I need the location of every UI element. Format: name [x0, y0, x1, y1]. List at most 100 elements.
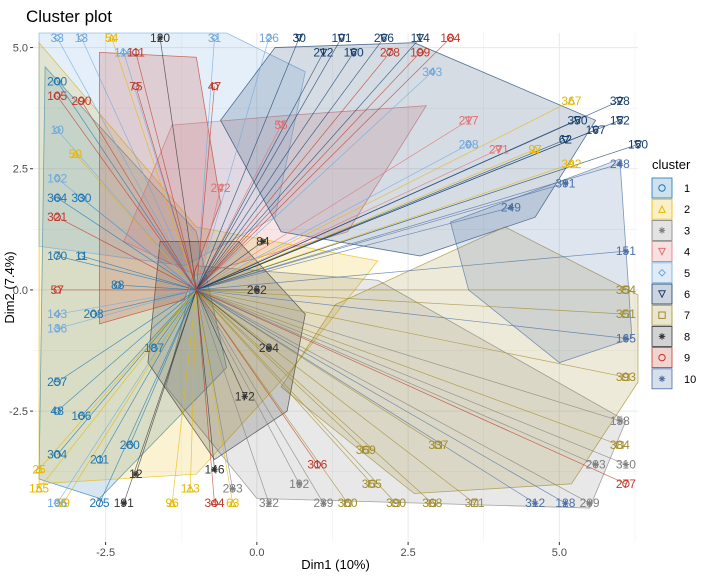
spoke-line — [196, 149, 536, 291]
point-label: 248 — [610, 157, 630, 171]
spoke-line — [196, 37, 385, 291]
point-label: 330 — [71, 191, 91, 205]
legend-key-5 — [651, 262, 673, 284]
point-marker — [241, 393, 248, 400]
spoke-line — [196, 289, 620, 446]
point-label: 321 — [47, 210, 67, 224]
point-marker — [259, 238, 267, 245]
point-label: 143 — [47, 307, 67, 321]
point-label: 262 — [247, 283, 267, 297]
spoke-line — [196, 37, 300, 291]
point-marker — [591, 126, 600, 135]
point-marker — [622, 310, 630, 318]
spoke-line — [196, 289, 536, 504]
point-marker — [622, 480, 630, 488]
x-axis-ticks: -2.5 0.0 2.5 5.0 — [96, 542, 567, 559]
point-marker — [95, 455, 104, 464]
spoke-line — [196, 289, 366, 451]
y-tick-label: -2.5 — [9, 406, 28, 418]
spoke-line — [196, 289, 246, 397]
point-marker — [228, 498, 237, 507]
point-label: 212 — [313, 45, 333, 59]
point-marker — [77, 194, 86, 202]
point-marker — [53, 499, 62, 508]
spoke-line — [196, 241, 264, 291]
point-marker — [295, 34, 304, 43]
point-marker — [657, 204, 667, 213]
point-marker — [658, 333, 666, 340]
point-label: 120 — [150, 31, 170, 45]
spoke-line — [99, 289, 197, 460]
spoke-line — [135, 289, 197, 475]
point-marker — [53, 126, 62, 134]
point-label: 209 — [580, 496, 600, 510]
point-label: 271 — [489, 142, 509, 156]
point-label: 304 — [47, 448, 67, 462]
legend-label-7: 7 — [684, 310, 690, 322]
point-marker — [446, 34, 455, 42]
spoke-line — [196, 188, 221, 291]
cluster-hulls — [38, 32, 639, 509]
point-marker — [379, 34, 388, 43]
point-label: 111 — [127, 45, 146, 59]
spoke-line — [93, 289, 197, 315]
spoke-line — [196, 100, 572, 291]
point-marker — [658, 184, 666, 192]
point-marker — [126, 441, 134, 449]
spoke-line — [196, 289, 318, 465]
point-label: 13 — [75, 31, 89, 45]
spoke-line — [56, 81, 197, 291]
spoke-line — [196, 52, 324, 291]
point-label: 31 — [208, 31, 222, 45]
point-marker — [622, 335, 630, 342]
point-marker — [132, 82, 140, 91]
point-label: 136 — [47, 322, 67, 336]
point-label: 88 — [111, 278, 125, 292]
spoke-line — [56, 289, 197, 455]
point-label: 367 — [561, 94, 581, 108]
x-tick-label: 0.0 — [249, 547, 264, 559]
point-marker — [296, 480, 303, 488]
point-marker — [428, 499, 437, 507]
spoke-line — [57, 289, 197, 315]
point-marker — [89, 310, 98, 318]
point-label: 351 — [616, 307, 636, 321]
spoke-line — [196, 86, 215, 290]
spoke-line — [196, 37, 270, 291]
legend-label-2: 2 — [684, 204, 690, 216]
spoke-line — [196, 139, 566, 291]
point-label: 390 — [386, 496, 406, 510]
legend-key-2 — [651, 198, 673, 220]
point-label: 393 — [616, 370, 636, 384]
point-label: 368 — [422, 496, 442, 510]
point-label: 114 — [411, 31, 430, 45]
spoke-line — [196, 52, 421, 291]
point-marker — [658, 227, 666, 234]
spoke-line — [123, 289, 197, 504]
point-label: 369 — [356, 443, 376, 457]
legend-label-6: 6 — [684, 289, 690, 301]
point-marker — [211, 466, 218, 473]
spoke-line — [57, 289, 197, 330]
spoke-line — [153, 289, 197, 349]
legend-label-8: 8 — [684, 331, 690, 343]
spoke-line — [196, 289, 373, 485]
point-marker — [59, 498, 68, 507]
point-marker — [313, 460, 322, 469]
spoke-line — [75, 153, 197, 291]
point-marker — [464, 116, 473, 125]
y-tick-label: 2.5 — [13, 164, 28, 176]
spoke-line — [196, 289, 596, 465]
point-marker — [622, 461, 630, 468]
point-marker — [35, 464, 44, 473]
spoke-line — [129, 289, 197, 446]
point-label: 75 — [129, 79, 143, 93]
point-label: 316 — [307, 457, 327, 471]
point-marker — [615, 97, 624, 106]
point-marker — [615, 116, 624, 125]
spoke-line — [117, 284, 197, 291]
point-label: 391 — [555, 176, 575, 190]
spoke-line — [196, 289, 270, 349]
point-marker — [464, 140, 473, 149]
